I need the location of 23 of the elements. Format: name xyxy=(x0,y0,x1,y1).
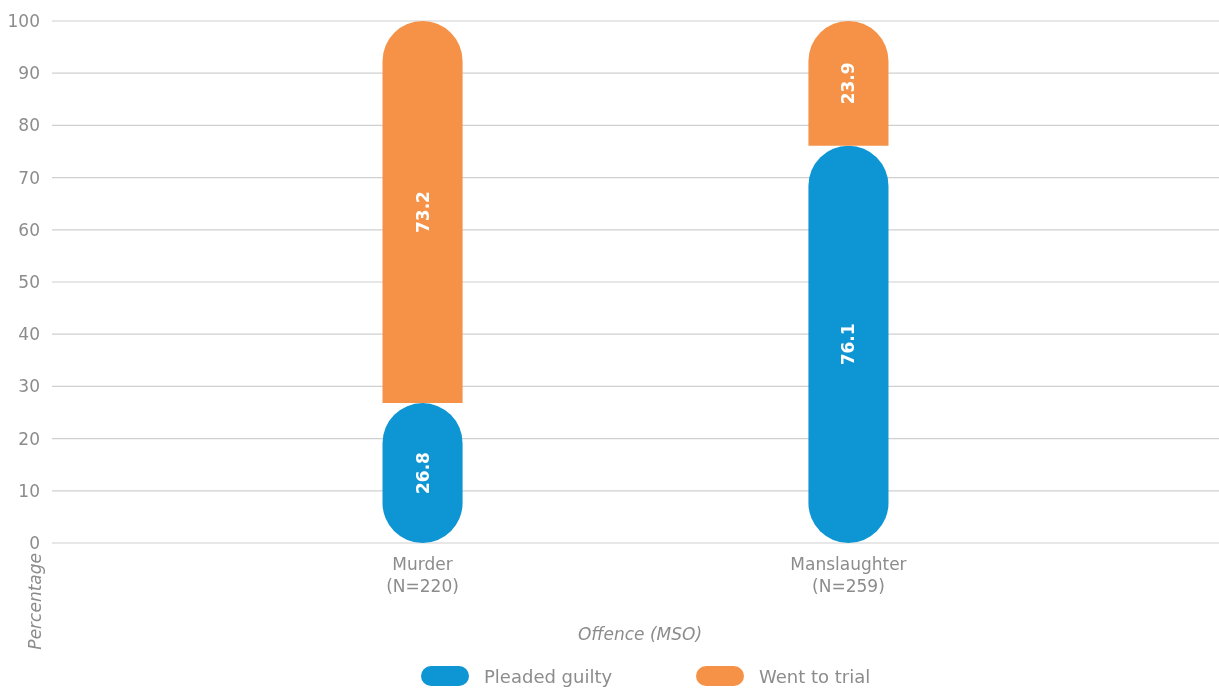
y-tick-label: 30 xyxy=(18,376,40,397)
bar xyxy=(382,21,463,404)
x-axis-title: Offence (MSO) xyxy=(577,624,703,644)
y-axis-title: Percentage xyxy=(25,553,45,650)
data-label: 26.8 xyxy=(412,452,433,495)
data-label: 73.2 xyxy=(412,191,433,234)
y-tick-label: 20 xyxy=(18,428,40,449)
y-tick-label: 50 xyxy=(18,272,40,292)
x-tick-label: Murder (N=220) xyxy=(386,554,459,596)
y-tick-label: 100 xyxy=(7,11,40,31)
legend-label: Pleaded guilty xyxy=(484,665,613,687)
data-label: 23.9 xyxy=(838,62,859,105)
bar xyxy=(808,145,889,543)
y-tick-label: 40 xyxy=(18,324,40,345)
y-tick-label: 80 xyxy=(18,115,40,136)
y-tick-label: 90 xyxy=(18,63,40,84)
data-label: 76.1 xyxy=(838,323,859,366)
y-tick-label: 70 xyxy=(18,167,40,188)
y-tick-label: 60 xyxy=(18,219,40,240)
legend-label: Went to trial xyxy=(759,665,871,687)
y-tick-label: 0 xyxy=(29,533,40,553)
y-tick-label: 10 xyxy=(18,480,40,501)
x-tick-label: Manslaughter (N=259) xyxy=(790,554,907,596)
